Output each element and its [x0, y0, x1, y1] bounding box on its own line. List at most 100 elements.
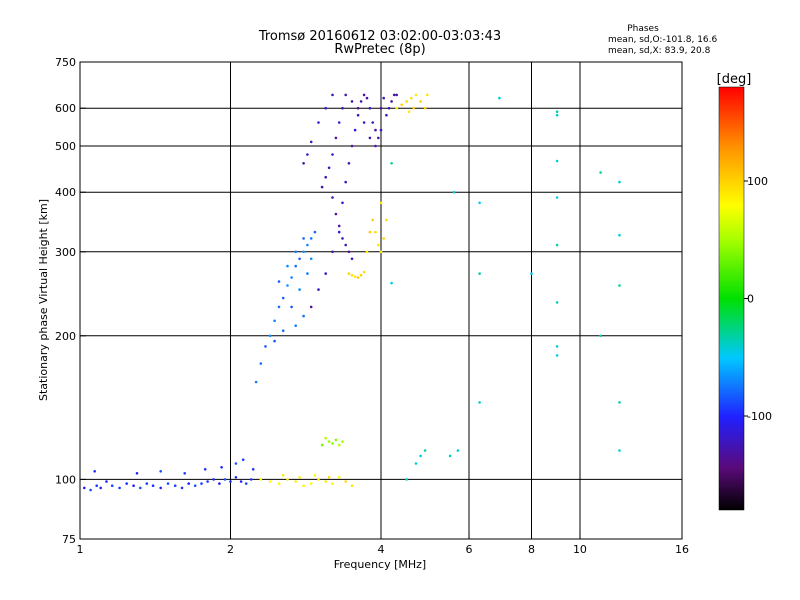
data-point — [356, 106, 360, 110]
data-point — [277, 482, 281, 485]
data-point — [356, 113, 360, 117]
data-point — [341, 201, 344, 205]
data-point — [344, 480, 348, 483]
data-point — [309, 257, 313, 261]
data-point — [277, 305, 281, 309]
data-point — [452, 190, 456, 194]
data-point — [220, 466, 223, 469]
data-point — [337, 224, 341, 228]
data-point — [302, 314, 305, 318]
data-point — [251, 468, 255, 471]
data-point — [344, 180, 348, 184]
y-tick-label: 750 — [55, 56, 76, 69]
data-point — [145, 482, 149, 485]
data-point — [317, 121, 320, 124]
data-point — [405, 100, 408, 103]
data-point — [327, 166, 331, 170]
data-point — [341, 106, 344, 110]
data-point — [259, 362, 263, 365]
data-point — [294, 480, 298, 483]
y-axis-label: Stationary phase Virtual Height [km] — [37, 199, 50, 401]
data-point — [365, 250, 369, 254]
data-point — [309, 237, 313, 240]
data-point — [359, 100, 363, 103]
data-point — [337, 476, 341, 479]
data-point — [327, 476, 331, 479]
data-point — [385, 113, 388, 117]
data-point — [324, 175, 328, 179]
data-point — [331, 93, 334, 97]
stats-heading: Phases — [627, 24, 659, 34]
data-point — [273, 339, 276, 343]
data-point — [555, 159, 559, 163]
data-point — [290, 276, 293, 279]
data-point — [498, 96, 501, 100]
data-point — [281, 329, 285, 333]
data-point — [286, 264, 289, 268]
data-point — [412, 106, 416, 110]
data-point — [334, 136, 338, 140]
data-point — [93, 470, 96, 473]
data-point — [277, 280, 281, 283]
data-point — [478, 401, 481, 404]
data-point — [365, 96, 369, 100]
x-tick-label: 1 — [77, 543, 84, 556]
data-point — [268, 334, 272, 338]
data-point — [374, 144, 377, 148]
data-point — [368, 136, 372, 140]
x-tick-label: 6 — [466, 543, 473, 556]
data-point — [302, 484, 305, 488]
y-axis-ticks: 75 100 200 300 400 500 600 750 — [55, 56, 86, 546]
data-point — [423, 106, 427, 110]
x-axis-ticks: 1 2 4 6 8 10 16 — [77, 533, 689, 556]
data-point — [151, 484, 155, 488]
data-point — [206, 480, 209, 483]
data-point — [166, 482, 170, 485]
data-point — [306, 272, 309, 275]
data-point — [327, 440, 331, 443]
data-point — [273, 319, 276, 323]
data-point — [379, 250, 383, 254]
stats-line-o: mean, sd,O:-101.8, 16.6 — [608, 35, 718, 45]
data-point — [298, 476, 301, 479]
data-point — [200, 482, 203, 485]
data-point — [347, 162, 351, 165]
data-point — [448, 454, 452, 458]
data-point — [387, 106, 391, 110]
x-tick-label: 16 — [675, 543, 689, 556]
data-point — [264, 345, 267, 348]
data-point — [419, 100, 422, 103]
data-point — [390, 100, 393, 103]
data-point — [324, 272, 328, 275]
colorbar-ticks: 100 0 -100 — [744, 175, 772, 423]
data-point — [331, 442, 334, 445]
data-point — [95, 484, 98, 488]
data-point — [423, 449, 427, 452]
data-point — [347, 272, 351, 275]
y-tick-label: 300 — [55, 246, 76, 259]
data-point — [159, 486, 162, 490]
data-point — [478, 201, 481, 205]
data-point — [368, 230, 372, 234]
data-point — [313, 230, 317, 234]
data-point — [294, 324, 298, 328]
data-point — [359, 273, 363, 277]
data-point — [281, 296, 285, 300]
data-point — [344, 243, 348, 247]
y-tick-label: 75 — [62, 533, 76, 546]
data-point — [555, 301, 559, 304]
data-point — [344, 93, 348, 97]
data-point — [302, 237, 305, 240]
data-point — [379, 128, 383, 132]
data-point — [139, 486, 142, 490]
x-axis-label: Frequency [MHz] — [334, 558, 426, 571]
data-point — [555, 345, 559, 348]
data-point — [371, 218, 375, 222]
data-point — [180, 486, 184, 490]
data-points — [83, 93, 621, 492]
data-point — [395, 106, 399, 110]
data-point — [317, 288, 320, 291]
data-point — [313, 474, 317, 477]
data-point — [249, 478, 253, 481]
data-point — [456, 449, 460, 452]
